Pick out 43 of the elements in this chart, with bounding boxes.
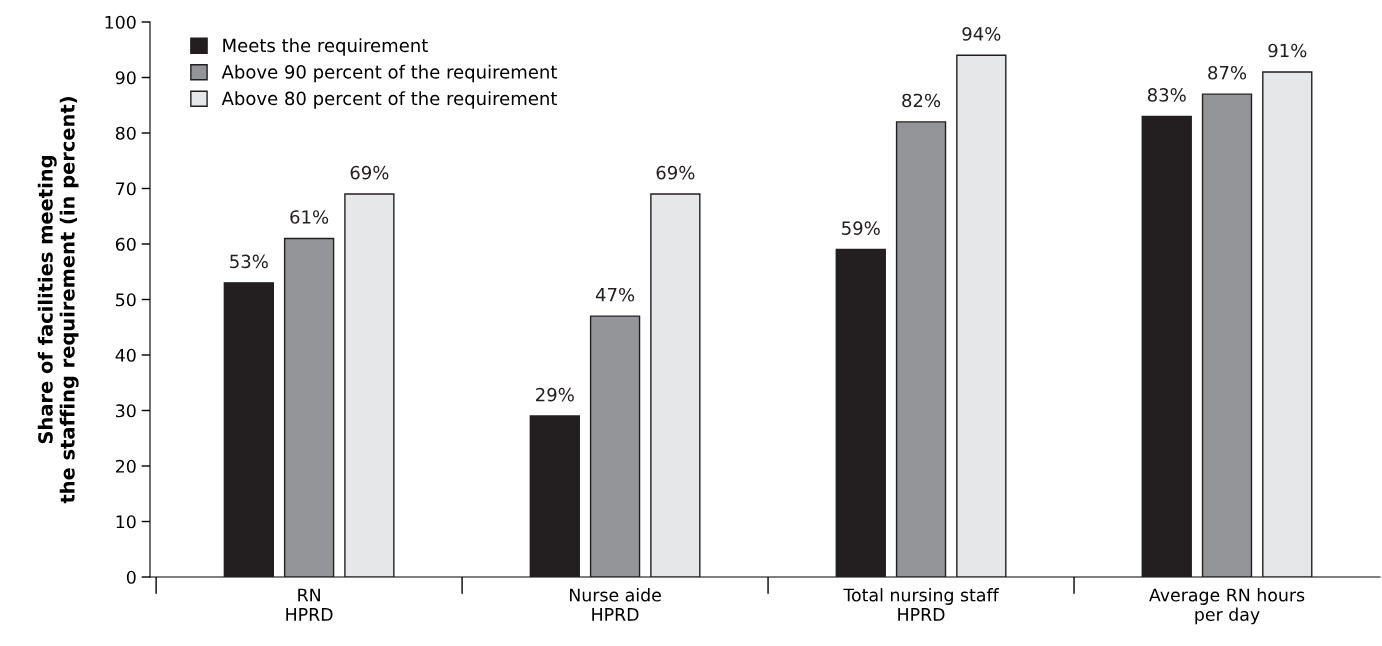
data-label: 69%: [350, 165, 389, 180]
x-tick-label: RN HPRD: [286, 588, 333, 621]
legend-label: Above 90 percent of the requirement: [221, 64, 558, 83]
data-label: 83%: [1147, 88, 1186, 102]
y-tick-label: 10: [116, 515, 136, 529]
bar: [344, 193, 395, 577]
x-tick-label: Total nursing staff HPRD: [843, 588, 1000, 621]
data-label: 94%: [962, 27, 1001, 41]
bar: [956, 54, 1007, 577]
y-tick-label: 20: [115, 459, 136, 473]
legend-label: Above 80 percent of the requirement: [221, 91, 558, 109]
bar: [895, 121, 947, 577]
x-tick-label: Nurse aide HPRD: [570, 588, 661, 621]
bar: [835, 248, 886, 577]
y-tick-label: 80: [115, 126, 136, 140]
y-tick-label: 30: [116, 404, 136, 418]
data-label: 87%: [1208, 65, 1247, 80]
data-label: 91%: [1268, 43, 1307, 58]
bar: [1141, 115, 1192, 577]
data-label: 82%: [902, 93, 941, 108]
data-label: 61%: [290, 210, 329, 224]
y-tick-label: 0: [126, 570, 136, 584]
data-label: 69%: [656, 165, 695, 180]
y-tick-label: 60: [115, 237, 136, 251]
y-tick-label: 100: [105, 15, 136, 29]
y-axis-title: Share of facilities meeting the staffing requirement (in percent): [37, 97, 79, 504]
bar: [1262, 71, 1313, 577]
bar: [283, 237, 335, 577]
data-label: 29%: [536, 387, 574, 402]
bar: [589, 315, 641, 577]
bar: [529, 415, 580, 577]
y-tick-label: 40: [115, 348, 136, 362]
bar: [650, 193, 701, 577]
x-tick-label: Average RN hours per day: [1149, 588, 1305, 625]
bar: [223, 282, 275, 577]
data-label: 47%: [595, 287, 635, 302]
y-tick-label: 50: [116, 293, 136, 307]
y-tick-label: 90: [115, 71, 136, 85]
bar: [1201, 93, 1253, 577]
data-label: 53%: [230, 254, 268, 269]
y-tick-label: 70: [116, 182, 136, 196]
data-label: 59%: [842, 221, 880, 235]
legend-label: Meets the requirement: [223, 38, 428, 56]
